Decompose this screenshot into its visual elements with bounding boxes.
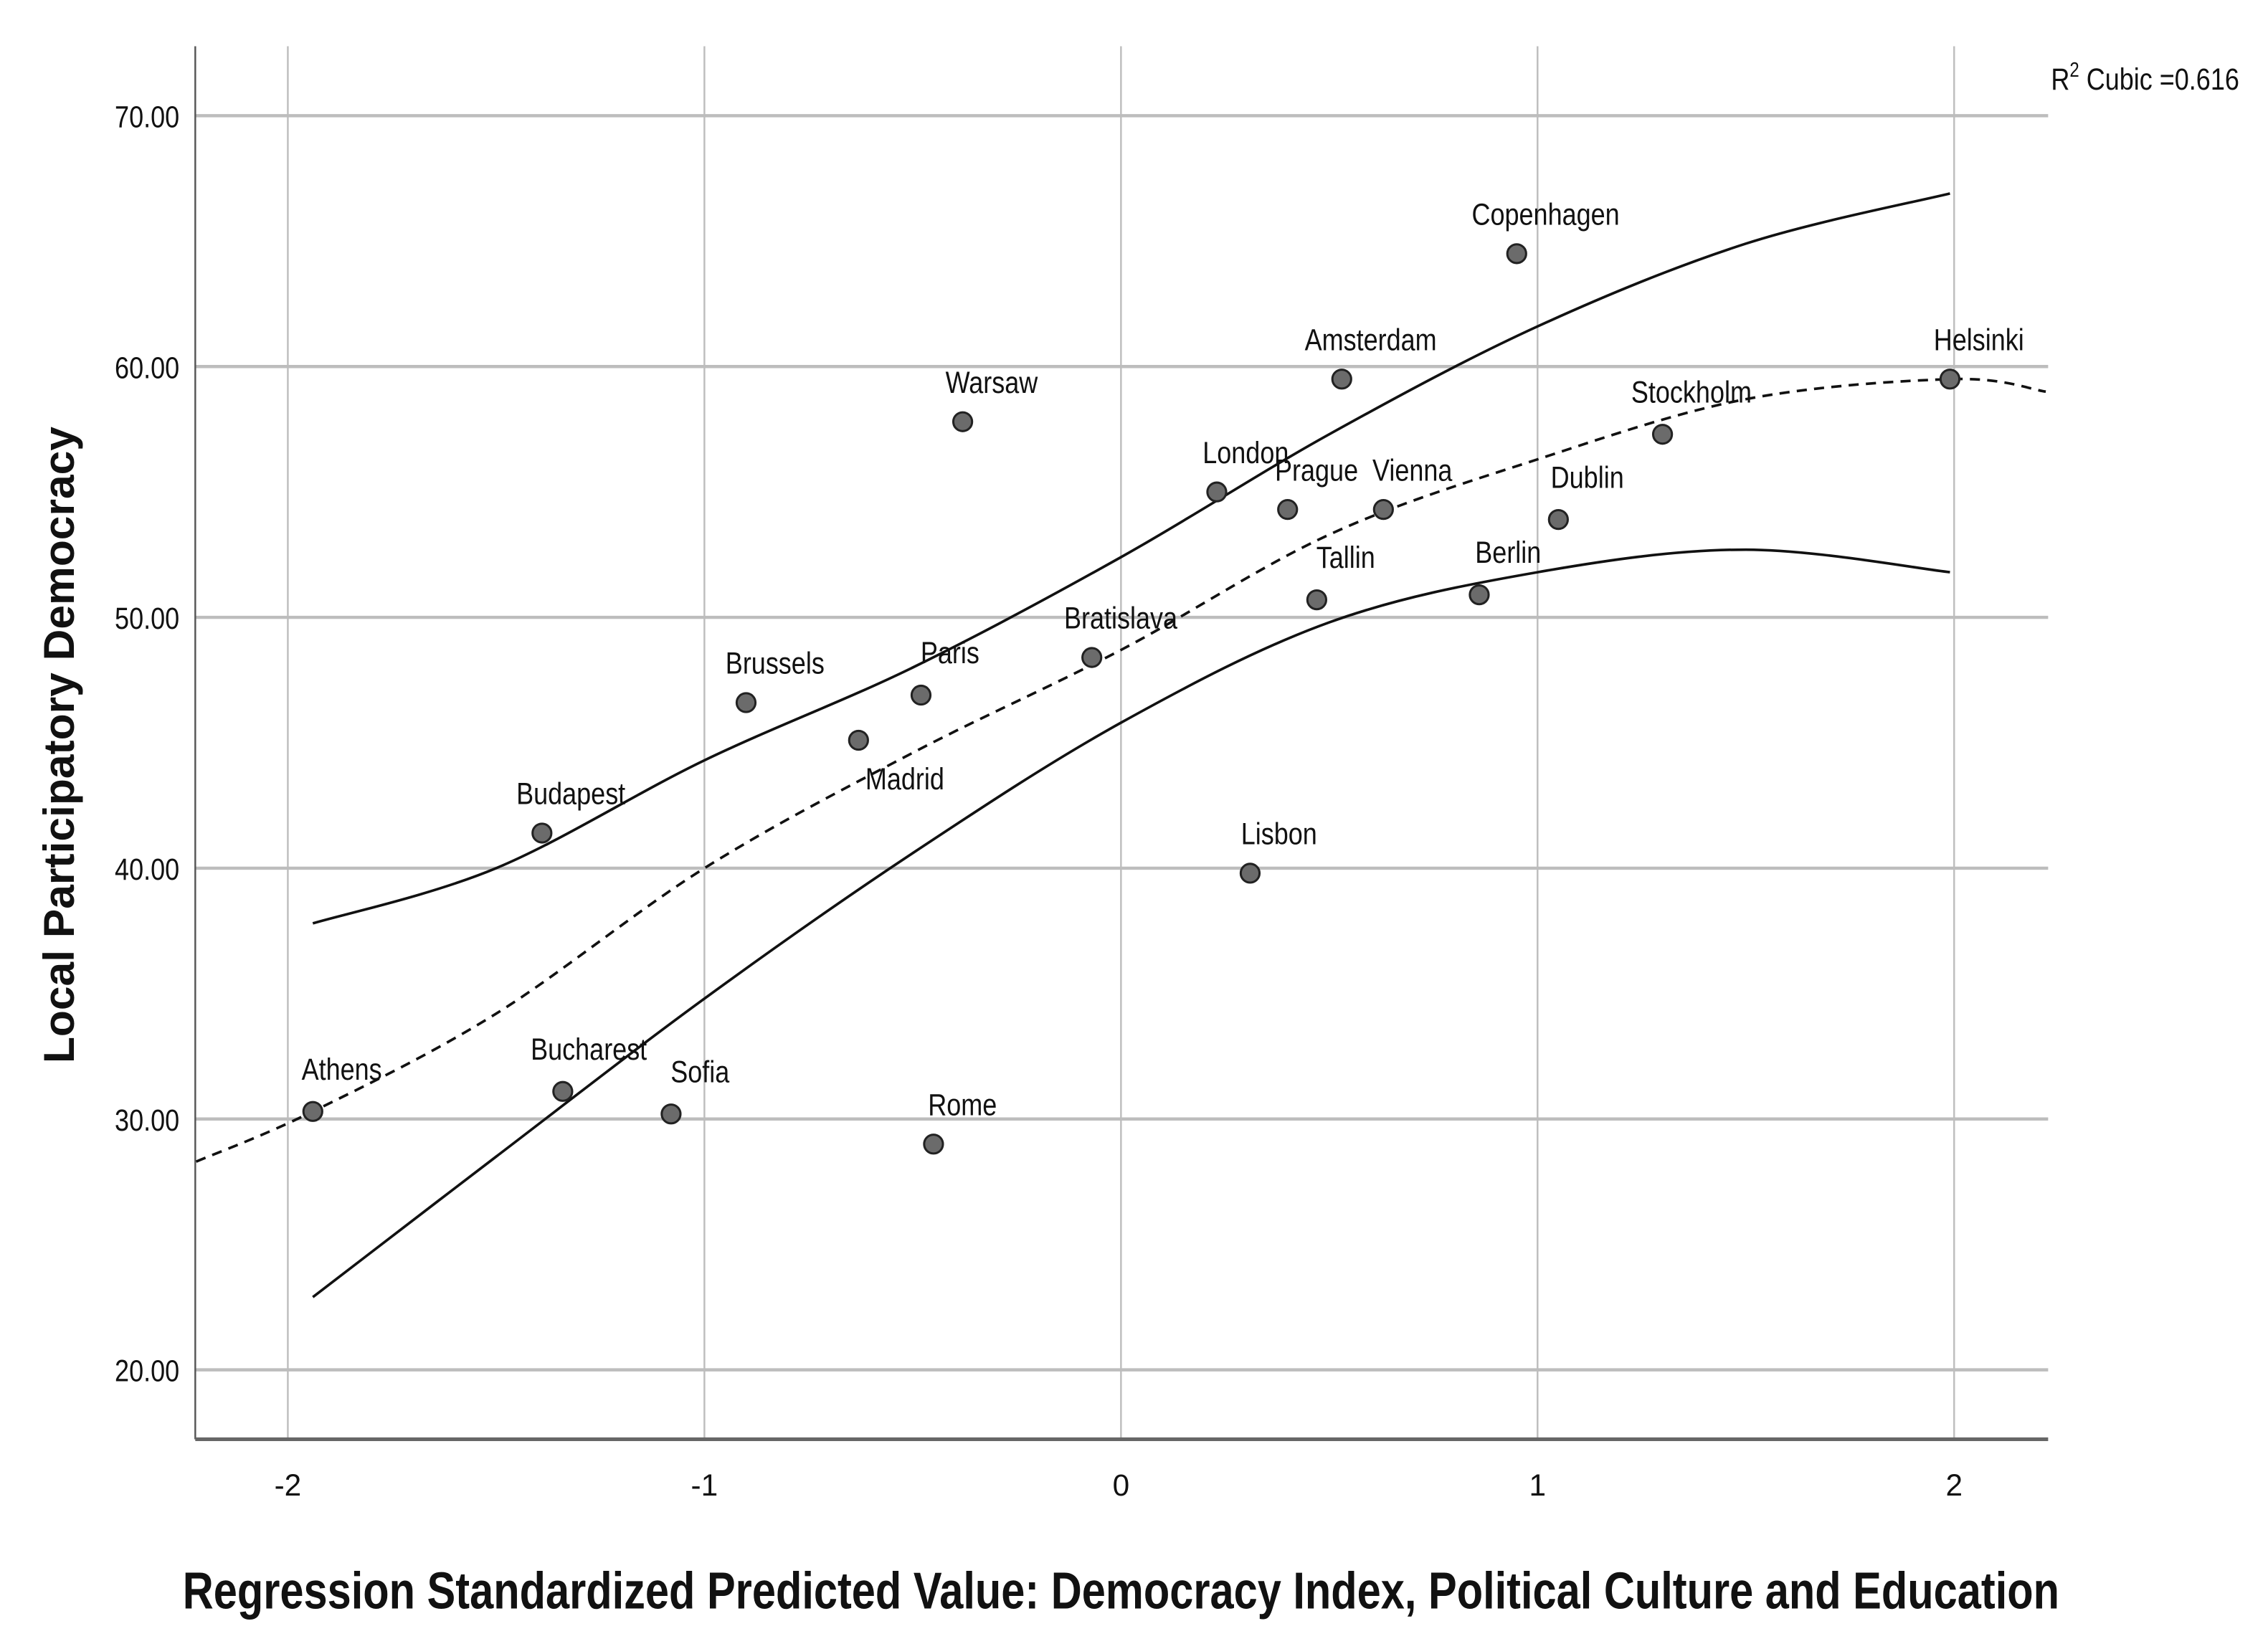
data-point (1206, 481, 1228, 503)
y-tick-label: 40.00 (115, 852, 179, 886)
y-tick-label: 60.00 (115, 351, 179, 385)
ci-upper-line (312, 192, 1950, 925)
point-label: Bucharest (531, 1032, 647, 1066)
x-tick-label: -2 (275, 1468, 302, 1502)
y-tick-label: 20.00 (115, 1354, 179, 1388)
ci-lower-line (312, 548, 1950, 1298)
point-label: Dublin (1551, 461, 1624, 495)
point-label: Lisbon (1241, 817, 1317, 851)
point-label: Stockholm (1631, 376, 1752, 409)
point-label: Berlin (1475, 536, 1541, 569)
point-label: London (1202, 436, 1289, 470)
point-label: Copenhagen (1472, 198, 1620, 232)
data-point (1081, 647, 1103, 668)
point-label: Madrid (865, 762, 944, 796)
data-point (952, 411, 974, 432)
point-label: Warsaw (946, 366, 1038, 399)
point-label: Bratislava (1064, 602, 1177, 635)
data-point (910, 684, 932, 706)
data-point (302, 1101, 323, 1122)
data-point (735, 692, 757, 713)
data-points: Athens Bucharest Sofia Rome Budapest Brussels… (302, 198, 2024, 1155)
point-label: Athens (302, 1052, 382, 1086)
data-point (1547, 509, 1569, 531)
point-label: Amsterdam (1305, 323, 1437, 357)
data-point (660, 1103, 682, 1125)
y-tick-label: 30.00 (115, 1103, 179, 1137)
point-label: Tallin (1316, 541, 1375, 574)
data-point (848, 729, 869, 751)
data-point (923, 1134, 944, 1155)
data-point (1277, 499, 1299, 521)
point-label: Rome (928, 1088, 997, 1122)
point-label: Helsinki (1934, 323, 2024, 357)
x-tick-label: 2 (1945, 1468, 1963, 1502)
data-point (1372, 499, 1394, 521)
r2-annotation: R2 Cubic =0.616 (2051, 58, 2239, 97)
x-tick-label: 1 (1529, 1468, 1547, 1502)
x-tick-label: -1 (691, 1468, 718, 1502)
data-point (1306, 589, 1328, 611)
data-point (1468, 584, 1490, 606)
data-point (1939, 369, 1961, 390)
point-label: Paris (921, 636, 979, 670)
point-label: Vienna (1372, 454, 1453, 488)
grid (195, 46, 2049, 1440)
point-label: Sofia (670, 1055, 729, 1089)
point-label: Brussels (726, 647, 825, 680)
axes (194, 46, 2049, 1441)
point-label: Prague (1275, 454, 1358, 488)
x-axis-title: Regression Standardized Predicted Value:… (183, 1562, 2059, 1620)
y-tick-label: 50.00 (115, 602, 179, 636)
cubic-fit-line (195, 377, 2046, 1163)
data-point (1239, 862, 1261, 884)
data-point (531, 822, 553, 844)
data-point (1651, 424, 1674, 445)
data-point (1506, 243, 1527, 265)
point-label: Budapest (516, 777, 625, 811)
y-axis-title: Local Participatory Democracy (34, 427, 83, 1063)
y-tick-label: 70.00 (115, 100, 179, 134)
data-point (552, 1080, 574, 1102)
tick-labels: 20.00 30.00 40.00 50.00 60.00 70.00 -2 -1 0 1 2 (115, 100, 1963, 1502)
x-tick-label: 0 (1113, 1468, 1130, 1502)
data-point (1331, 369, 1352, 390)
fit-lines (195, 192, 2046, 1298)
